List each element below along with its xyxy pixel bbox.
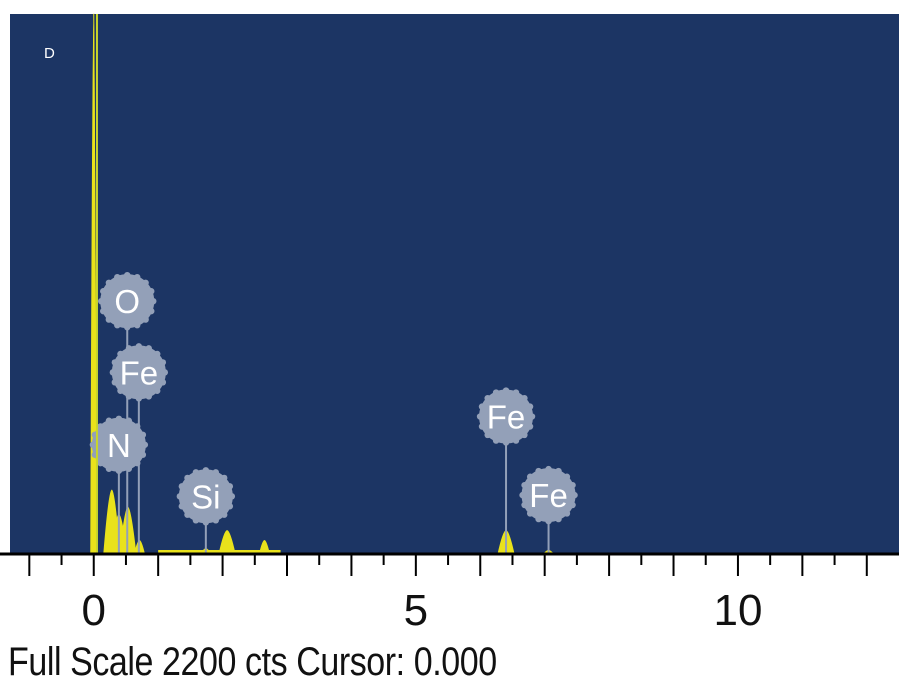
full-scale-label: Full Scale 2200 cts (8, 640, 288, 684)
element-marker-label: Fe (120, 354, 159, 391)
x-tick-label: 0 (82, 586, 106, 634)
panel-label: D (44, 45, 55, 62)
marker-badge (91, 417, 146, 472)
chart-svg: O Fe N Si Fe Fe 0 5 10 D (0, 13, 899, 635)
status-line: Full Scale 2200 cts Cursor: 0.000 (8, 634, 497, 690)
marker-badge (521, 468, 576, 523)
element-marker-label: N (107, 427, 131, 464)
element-marker-label: Fe (487, 399, 526, 436)
x-axis: 0 5 10 (0, 552, 899, 635)
plot-background (10, 14, 899, 554)
element-marker-label: Fe (529, 477, 568, 514)
element-marker-label: Si (191, 478, 220, 515)
x-tick-label: 10 (713, 586, 762, 634)
spectrum-peak (90, 13, 98, 555)
marker-badge (111, 345, 166, 400)
x-tick-label: 5 (404, 586, 428, 634)
marker-badge (100, 274, 155, 329)
spectrum-peak (218, 530, 236, 555)
cursor-readout: Cursor: 0.000 (296, 640, 497, 684)
element-marker: N (89, 415, 149, 554)
element-marker: O (98, 271, 157, 554)
marker-badge (479, 389, 534, 444)
element-marker-label: O (114, 283, 140, 320)
marker-badge (178, 469, 233, 524)
element-marker: Si (176, 467, 236, 554)
element-marker: Fe (109, 343, 169, 554)
element-marker-layer: O Fe N Si Fe Fe (89, 271, 578, 554)
element-marker: Fe (519, 465, 578, 554)
spectrum-baseline-band (158, 550, 281, 554)
element-marker: Fe (476, 387, 536, 554)
